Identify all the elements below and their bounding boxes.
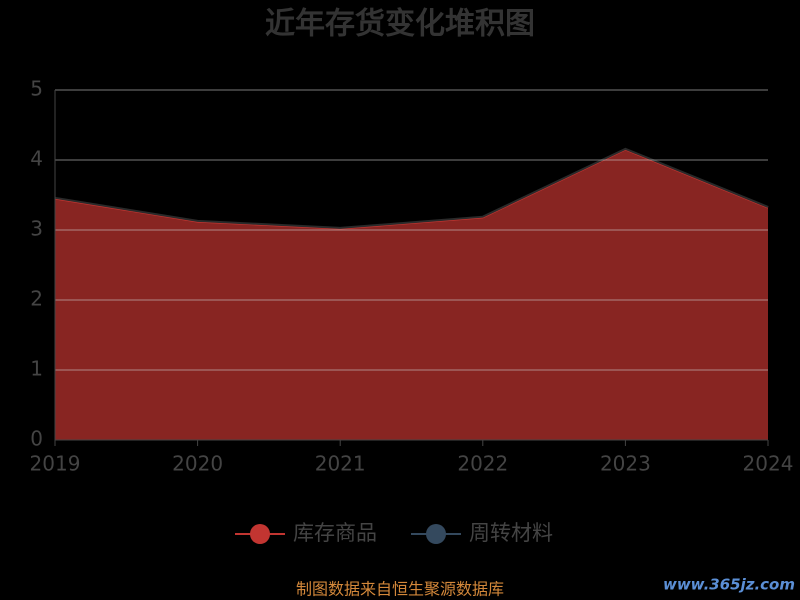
y-tick-label: 0 — [30, 427, 43, 451]
legend-label: 周转材料 — [469, 521, 553, 545]
axes: 0 1 2 3 4 5 2019 2020 2021 2022 2023 2024 — [30, 77, 794, 476]
x-tick-label: 2022 — [457, 452, 508, 476]
grid — [55, 89, 768, 371]
area — [55, 149, 768, 440]
legend: 库存商品 周转材料 — [235, 521, 553, 545]
x-tick-label: 2021 — [315, 452, 366, 476]
chart-title: 近年存货变化堆积图 — [265, 7, 535, 42]
legend-marker — [250, 524, 270, 544]
x-tick-label: 2024 — [743, 452, 794, 476]
y-tick-label: 4 — [30, 147, 43, 171]
y-tick-label: 1 — [30, 357, 43, 381]
y-tick-label: 3 — [30, 217, 43, 241]
plot-area — [54, 147, 769, 440]
x-tick-label: 2020 — [172, 452, 223, 476]
legend-label: 库存商品 — [293, 521, 377, 545]
y-tick-label: 5 — [30, 77, 43, 101]
y-tick-label: 2 — [30, 287, 43, 311]
watermark: www.365jz.com — [663, 576, 795, 594]
source-note: 制图数据来自恒生聚源数据库 — [296, 580, 504, 599]
x-tick-label: 2023 — [600, 452, 651, 476]
legend-marker — [426, 524, 446, 544]
x-tick-label: 2019 — [30, 452, 81, 476]
series-line — [54, 147, 769, 229]
